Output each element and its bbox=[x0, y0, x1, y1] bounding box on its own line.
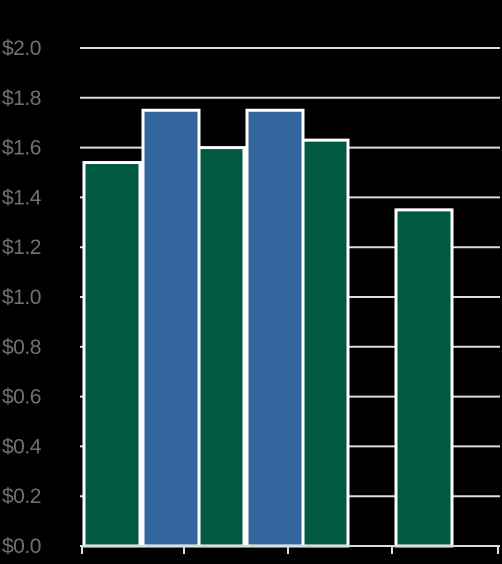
bar bbox=[245, 108, 305, 548]
x-axis bbox=[80, 545, 500, 554]
bar bbox=[394, 208, 454, 548]
y-tick-label: $2.0 bbox=[2, 37, 41, 60]
y-tick-label: $1.8 bbox=[2, 87, 41, 110]
y-tick-label: $0.8 bbox=[2, 336, 41, 359]
y-tick-label: $1.6 bbox=[2, 137, 41, 160]
y-tick-label: $1.4 bbox=[2, 186, 42, 209]
y-tick-label: $0.0 bbox=[2, 535, 41, 558]
y-tick-label: $1.2 bbox=[2, 236, 41, 259]
bars bbox=[82, 108, 454, 548]
bar bbox=[82, 161, 142, 548]
bar bbox=[141, 108, 201, 548]
y-tick-label: $1.0 bbox=[2, 286, 41, 309]
y-tick-label: $0.2 bbox=[2, 485, 41, 508]
y-axis-tick-labels: $0.0 $0.2 $0.4 $0.6 $0.8 $1.0 $1.2 $1.4 $1.6 $1.8… bbox=[2, 37, 42, 558]
y-tick-label: $0.6 bbox=[2, 386, 41, 409]
y-tick-label: $0.4 bbox=[2, 435, 42, 458]
